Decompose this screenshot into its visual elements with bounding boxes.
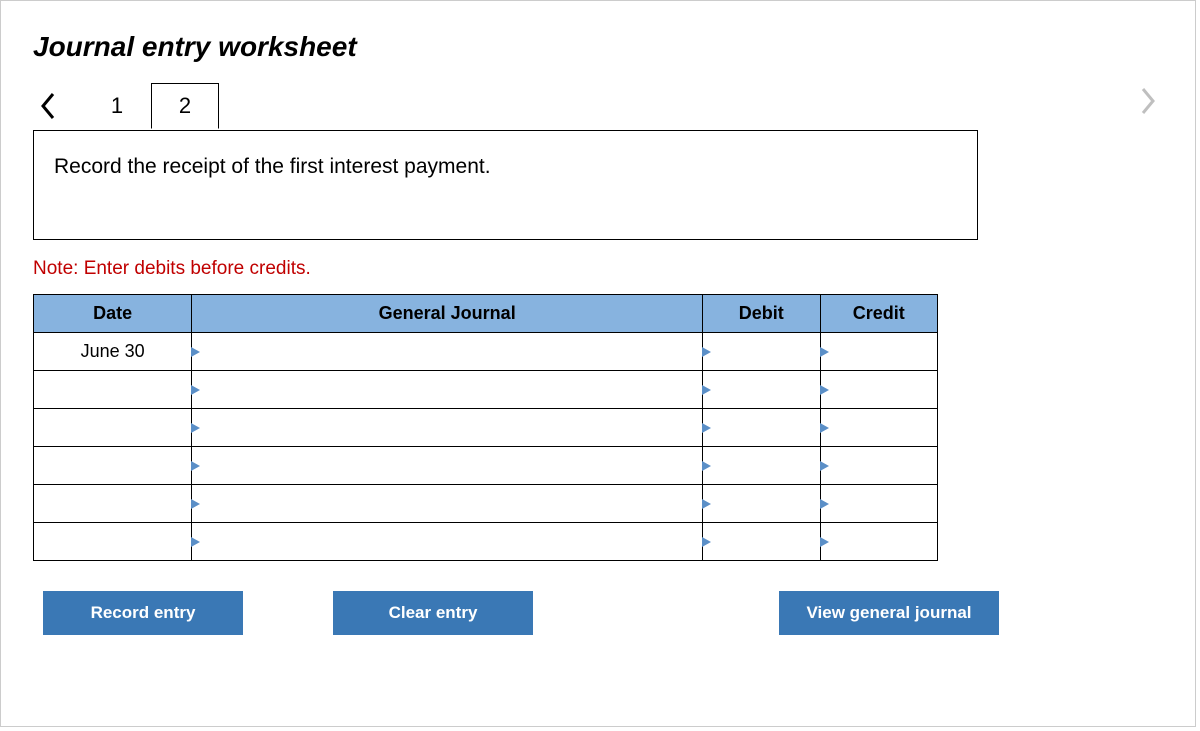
cell-credit[interactable] xyxy=(820,485,937,523)
cell-gj[interactable] xyxy=(192,371,703,409)
cell-date[interactable] xyxy=(34,485,192,523)
view-journal-button[interactable]: View general journal xyxy=(779,591,999,635)
button-row: Record entry Clear entry View general jo… xyxy=(33,591,969,635)
cell-debit[interactable] xyxy=(703,371,820,409)
journal-table: Date General Journal Debit Credit June 3… xyxy=(33,294,938,561)
table-body: June 30 xyxy=(34,333,938,561)
table-row xyxy=(34,485,938,523)
table-header-row: Date General Journal Debit Credit xyxy=(34,295,938,333)
cell-credit[interactable] xyxy=(820,447,937,485)
cell-gj[interactable] xyxy=(192,485,703,523)
note-text: Note: Enter debits before credits. xyxy=(33,258,1163,280)
record-entry-button[interactable]: Record entry xyxy=(43,591,243,635)
cell-gj[interactable] xyxy=(192,409,703,447)
col-header-gj: General Journal xyxy=(192,295,703,333)
cell-debit[interactable] xyxy=(703,447,820,485)
col-header-date: Date xyxy=(34,295,192,333)
chevron-left-icon xyxy=(40,92,56,120)
cell-gj[interactable] xyxy=(192,523,703,561)
table-row: June 30 xyxy=(34,333,938,371)
cell-debit[interactable] xyxy=(703,523,820,561)
prev-button[interactable] xyxy=(33,86,63,126)
cell-gj[interactable] xyxy=(192,447,703,485)
cell-date[interactable] xyxy=(34,371,192,409)
table-row xyxy=(34,523,938,561)
cell-date[interactable] xyxy=(34,409,192,447)
cell-debit[interactable] xyxy=(703,409,820,447)
worksheet-container: Journal entry worksheet 1 2 Record the r… xyxy=(0,0,1196,727)
table-row xyxy=(34,409,938,447)
cell-date[interactable] xyxy=(34,447,192,485)
cell-gj[interactable] xyxy=(192,333,703,371)
tab-list: 1 2 xyxy=(83,83,219,129)
cell-date[interactable]: June 30 xyxy=(34,333,192,371)
cell-credit[interactable] xyxy=(820,409,937,447)
instruction-box: Record the receipt of the first interest… xyxy=(33,130,978,240)
cell-credit[interactable] xyxy=(820,333,937,371)
page-title: Journal entry worksheet xyxy=(33,31,1163,63)
cell-credit[interactable] xyxy=(820,523,937,561)
table-row xyxy=(34,371,938,409)
clear-entry-button[interactable]: Clear entry xyxy=(333,591,533,635)
pager-row: 1 2 xyxy=(33,81,1163,131)
tab-1[interactable]: 1 xyxy=(83,83,151,129)
chevron-right-icon xyxy=(1140,87,1156,115)
col-header-credit: Credit xyxy=(820,295,937,333)
cell-debit[interactable] xyxy=(703,333,820,371)
cell-credit[interactable] xyxy=(820,371,937,409)
col-header-debit: Debit xyxy=(703,295,820,333)
table-row xyxy=(34,447,938,485)
tab-2[interactable]: 2 xyxy=(151,83,219,129)
next-button[interactable] xyxy=(1133,81,1163,121)
cell-debit[interactable] xyxy=(703,485,820,523)
cell-date[interactable] xyxy=(34,523,192,561)
